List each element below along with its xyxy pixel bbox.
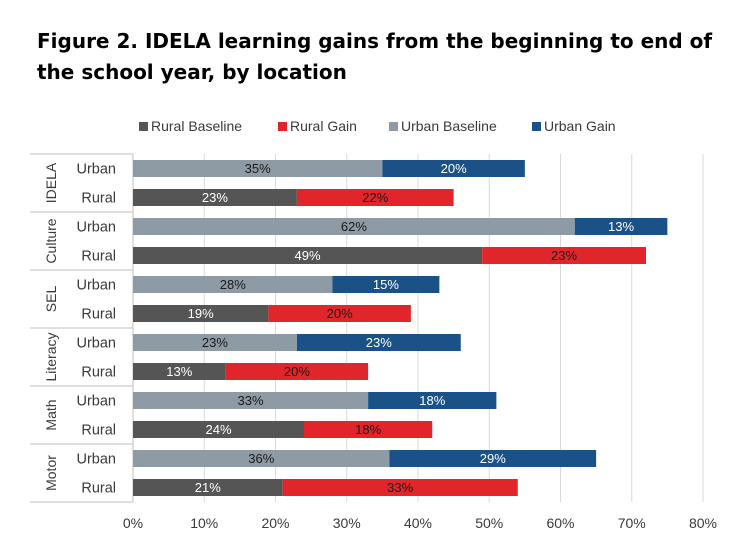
row-label-literacy-urban: Urban [77,336,117,352]
x-tick-label: 20% [261,515,289,531]
row-label-math-urban: Urban [77,394,117,410]
x-tick-label: 60% [546,515,574,531]
x-tick-label: 80% [689,515,717,531]
data-label-baseline-culture-rural: 49% [295,248,321,263]
bar-baseline-motor-urban [133,450,390,467]
x-tick-label: 10% [190,515,218,531]
bar-baseline-math-rural [133,421,304,438]
legend-label-urban-baseline: Urban Baseline [401,118,497,134]
data-label-gain-sel-urban: 15% [373,277,399,292]
x-tick-label: 30% [333,515,361,531]
bar-baseline-motor-rural [133,479,283,496]
legend-label-rural-baseline: Rural Baseline [151,118,242,134]
group-label-sel: SEL [43,286,59,313]
bar-gain-culture-urban [574,218,668,235]
data-label-baseline-idela-rural: 23% [202,190,228,205]
bar-baseline-sel-rural [133,305,269,322]
legend-label-rural-gain: Rural Gain [290,118,357,134]
bar-gain-math-urban [368,392,497,409]
bar-gain-sel-rural [268,305,411,322]
x-tick-label: 50% [475,515,503,531]
data-label-gain-literacy-urban: 23% [366,335,392,350]
bar-baseline-culture-urban [133,218,575,235]
legend-swatch-rural-baseline [139,122,148,131]
data-label-baseline-sel-rural: 19% [188,306,214,321]
data-label-baseline-sel-urban: 28% [220,277,246,292]
x-tick-label: 70% [618,515,646,531]
data-label-gain-math-rural: 18% [355,422,381,437]
group-label-math: Math [43,399,59,430]
group-label-culture: Culture [43,218,59,263]
data-label-gain-literacy-rural: 20% [284,364,310,379]
chart-title: Figure 2. IDELA learning gains from the … [37,29,713,84]
data-label-baseline-math-rural: 24% [205,422,231,437]
row-label-idela-urban: Urban [77,162,117,178]
data-label-baseline-motor-rural: 21% [195,480,221,495]
bar-gain-motor-rural [282,479,518,496]
data-label-gain-sel-rural: 20% [327,306,353,321]
bar-baseline-sel-urban [133,276,333,293]
bars [133,160,668,496]
bar-gain-idela-urban [382,160,525,177]
x-tick-label: 40% [404,515,432,531]
legend-label-urban-gain: Urban Gain [544,118,616,134]
row-label-culture-rural: Rural [81,249,116,265]
row-label-motor-rural: Rural [81,481,116,497]
group-label-motor: Motor [43,455,59,491]
bar-baseline-idela-urban [133,160,383,177]
group-label-literacy: Literacy [43,332,59,381]
data-label-gain-culture-urban: 13% [608,219,634,234]
x-axis-ticks: 0% 10% 20% 30% 40% 50% 60% 70% 80% [123,515,717,531]
data-label-baseline-literacy-rural: 13% [166,364,192,379]
data-label-gain-motor-urban: 29% [480,451,506,466]
x-tick-label: 0% [123,515,143,531]
bar-gain-culture-rural [482,247,646,264]
bar-gain-motor-urban [389,450,597,467]
bar-baseline-math-urban [133,392,369,409]
row-label-sel-urban: Urban [77,278,117,294]
data-label-gain-motor-rural: 33% [387,480,413,495]
legend-swatch-urban-gain [532,122,541,131]
bar-baseline-literacy-rural [133,363,226,380]
legend-swatch-rural-gain [278,122,287,131]
row-label-sel-rural: Rural [81,307,116,323]
data-label-gain-idela-urban: 20% [441,161,467,176]
gridlines [132,154,704,502]
data-label-gain-idela-rural: 22% [362,190,388,205]
row-label-literacy-rural: Rural [81,365,116,381]
bar-gain-idela-rural [296,189,454,206]
data-label-baseline-math-urban: 33% [238,393,264,408]
bar-gain-sel-urban [332,276,440,293]
row-label-math-rural: Rural [81,423,116,439]
data-label-gain-math-urban: 18% [419,393,445,408]
data-label-gain-culture-rural: 23% [551,248,577,263]
data-label-baseline-literacy-urban: 23% [202,335,228,350]
data-label-baseline-idela-urban: 35% [245,161,271,176]
bar-baseline-idela-rural [133,189,297,206]
bar-baseline-culture-rural [133,247,483,264]
bar-baseline-literacy-urban [133,334,297,351]
legend: Rural Baseline Rural Gain Urban Baseline Ur… [139,118,616,134]
bar-gain-literacy-rural [225,363,369,380]
group-separators [30,153,133,503]
bar-gain-literacy-urban [296,334,461,351]
labels: IDELA Urban 35% 20% Rural 23% 22% Culture Urban 6… [43,161,635,496]
row-label-motor-urban: Urban [77,452,117,468]
bar-gain-math-rural [304,421,433,438]
data-label-baseline-motor-urban: 36% [248,451,274,466]
legend-swatch-urban-baseline [389,122,398,131]
row-label-culture-urban: Urban [77,220,117,236]
data-label-baseline-culture-urban: 62% [341,219,367,234]
row-label-idela-rural: Rural [81,191,116,207]
group-label-idela: IDELA [43,162,59,203]
